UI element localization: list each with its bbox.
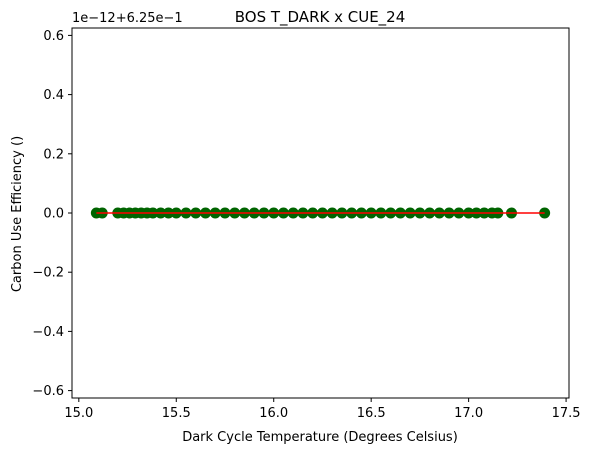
x-tick-label: 17.0 [454, 406, 483, 421]
y-axis-ticks: −0.6 −0.4 −0.2 0.0 0.2 0.4 0.6 [32, 29, 72, 399]
chart-title: BOS T_DARK x CUE_24 [235, 8, 406, 27]
x-tick-label: 15.0 [64, 406, 93, 421]
x-tick-label: 16.0 [259, 406, 288, 421]
y-axis-offset-label: 1e−12+6.25e−1 [72, 11, 183, 26]
y-tick-label: −0.4 [32, 325, 64, 340]
y-tick-label: −0.6 [32, 384, 64, 399]
y-tick-label: 0.2 [43, 147, 64, 162]
x-tick-label: 17.5 [552, 406, 581, 421]
y-tick-label: 0.6 [43, 29, 64, 44]
y-tick-label: 0.4 [43, 88, 64, 103]
plot-area [71, 27, 570, 399]
y-axis-label: Carbon Use Efficiency () [10, 136, 25, 292]
y-tick-label: −0.2 [32, 266, 64, 281]
y-tick-label: 0.0 [43, 207, 64, 222]
x-axis-ticks: 15.0 15.5 16.0 16.5 17.0 17.5 [64, 398, 581, 421]
x-tick-label: 15.5 [162, 406, 191, 421]
x-tick-label: 16.5 [357, 406, 386, 421]
x-axis-label: Dark Cycle Temperature (Degrees Celsius) [182, 430, 458, 445]
